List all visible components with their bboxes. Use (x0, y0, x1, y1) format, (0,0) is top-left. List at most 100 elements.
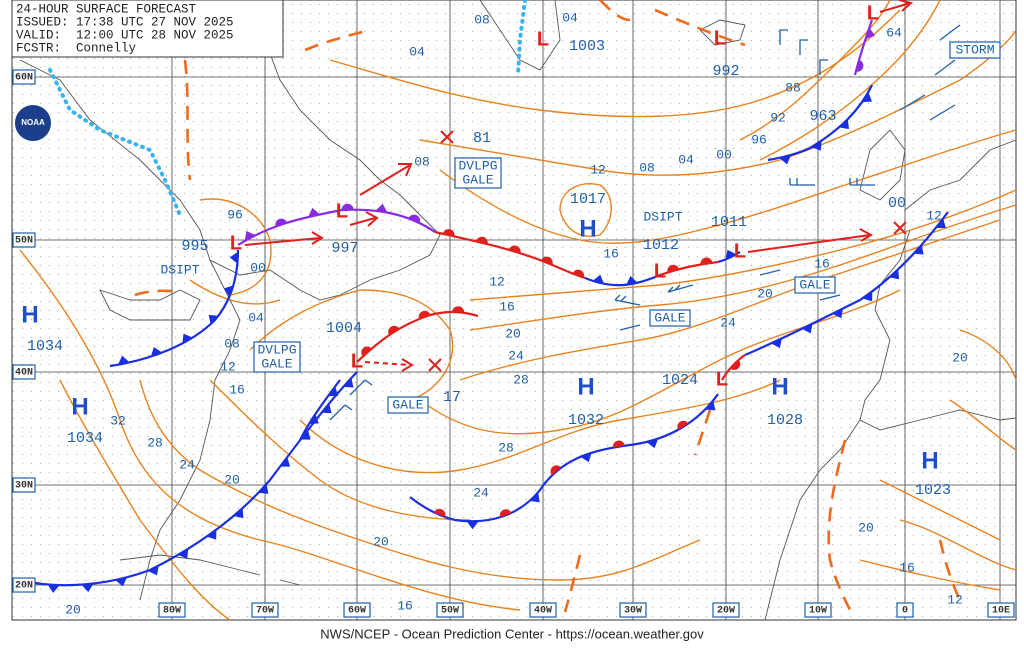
front-symbol (321, 403, 332, 414)
low-center-text: 64 (886, 25, 902, 40)
high-center-text: 1034 (67, 430, 103, 447)
front-path (109, 249, 240, 368)
ice-edge (48, 0, 527, 217)
longitude-labels: 80W 70W 60W 50W 40W 30W 20W 10W 0 10E (158, 602, 1015, 618)
longitude-label-rect (619, 602, 647, 618)
front-path (409, 393, 719, 523)
latitude-label-rect (12, 477, 36, 493)
high-center-text: 1028 (767, 412, 803, 429)
coastline-path (479, 0, 561, 71)
warning-text: GALE (261, 356, 292, 371)
high-center-text: 1023 (915, 482, 951, 499)
high-center-text: H (921, 447, 938, 474)
warning-text: GALE (799, 277, 830, 292)
isobar-label-text: 24 (473, 485, 489, 500)
isobar-path (469, 204, 1017, 331)
front-symbol (865, 27, 876, 39)
front-symbol (81, 583, 94, 593)
isobar-label-text: 16 (899, 560, 915, 575)
longitude-label-text: 50W (441, 606, 459, 617)
low-centers: L 995 L 997 L 1004 L 1003 L 992 L 1012 L 1011 L… (181, 2, 906, 406)
isobar-path (419, 29, 1017, 176)
coastline-path (764, 419, 861, 621)
isobar-label-text: 04 (562, 10, 578, 25)
front-symbol (308, 207, 320, 217)
coastline-path (139, 259, 241, 601)
longitude-label-rect (343, 602, 371, 618)
isobar-path (559, 183, 612, 237)
trough-path (827, 439, 852, 611)
low-center-text: 1004 (326, 320, 362, 337)
isobar-label-text: 20 (757, 286, 773, 301)
longitude-label-text: 80W (163, 606, 181, 617)
longitude-label-rect (896, 602, 914, 618)
warning-rect (387, 396, 429, 414)
motion-arrows (244, 0, 914, 372)
motion-arrow-path (879, 2, 911, 13)
front-path (237, 208, 436, 246)
longitude-label-text: 60W (348, 606, 366, 617)
motion-arrow-path (398, 163, 413, 177)
front-symbol (328, 386, 339, 397)
motion-arrow-path (311, 231, 324, 245)
front-symbol (442, 229, 455, 237)
front-symbol (839, 119, 849, 130)
isobar-path (19, 249, 521, 611)
front-symbol (150, 347, 163, 357)
isobar-label-text: 16 (603, 246, 619, 261)
latitude-label-rect (12, 69, 36, 85)
front-symbol (206, 529, 217, 540)
front-symbol (388, 325, 400, 336)
warning-rect (949, 41, 1001, 59)
front-path (659, 260, 719, 277)
latitude-label-text: 60N (15, 73, 33, 84)
trough-path (563, 554, 582, 613)
low-center-text: 997 (331, 240, 358, 257)
low-center-text: 963 (809, 108, 836, 125)
isobar-path (329, 9, 901, 118)
low-center-text: 1003 (569, 38, 605, 55)
longitude-label-text: 0 (902, 606, 908, 617)
troughs (134, 0, 962, 613)
motion-arrow-path (428, 358, 442, 372)
isobar-label-text: 08 (639, 160, 655, 175)
longitude-label-text: 20W (717, 606, 735, 617)
low-center-text: L (714, 27, 726, 49)
front-symbol (725, 249, 737, 260)
latitude-label-rect (12, 364, 36, 380)
low-center-text: L (654, 260, 666, 282)
motion-arrow-path (747, 234, 871, 253)
low-center-text: L (351, 350, 363, 372)
header-box (11, 0, 284, 58)
isobar-label-text: 12 (926, 208, 942, 223)
isobar-path (859, 479, 1017, 591)
front-symbol (208, 314, 219, 325)
front-symbol (862, 92, 872, 103)
coastline-path (699, 19, 746, 46)
motion-arrow-path (440, 130, 454, 144)
header-title: 24-HOUR SURFACE FORECAST (16, 2, 197, 16)
front-symbol (117, 355, 130, 365)
latitude-label-text: 40N (15, 368, 33, 379)
annotation-text: DSIPT (643, 209, 682, 224)
wind-barb-path (329, 24, 961, 421)
high-center-text: 1017 (570, 191, 606, 208)
front-symbol (275, 218, 288, 227)
warning-text: STORM (955, 42, 994, 57)
motion-arrow-path (364, 361, 411, 366)
front-symbol (361, 346, 372, 357)
trough-path (134, 289, 181, 297)
high-centers: H 1034 H 1034 H 1017 H 1032 H 1028 H 1023 (21, 191, 951, 499)
front-symbol (572, 269, 585, 278)
warning-rect (454, 157, 502, 189)
isobar-label-text: 20 (224, 472, 240, 487)
front-path (356, 310, 479, 363)
front-symbol (308, 413, 319, 425)
high-center-text: H (579, 215, 596, 242)
front-symbol (646, 438, 659, 449)
annotation-text: DSIPT (160, 262, 199, 277)
isobar-path (739, 0, 941, 161)
